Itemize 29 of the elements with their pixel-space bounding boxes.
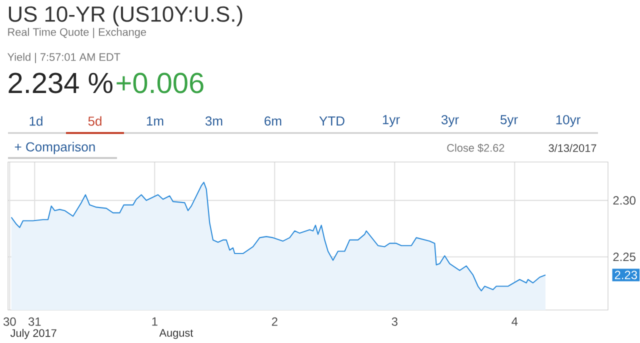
text: 1d xyxy=(30,116,42,126)
text: 6m xyxy=(264,116,282,126)
text: 5yr xyxy=(500,115,518,127)
text: August xyxy=(159,329,194,339)
chart-title: US 10-YR (US10Y:U.S.) xyxy=(8,6,242,26)
text: +0.006 xyxy=(116,72,204,94)
x-tick-label: 31 xyxy=(28,317,41,326)
chart-subtitle: Real Time Quote | Exchange xyxy=(8,28,146,38)
x-tick-label: 3 xyxy=(392,317,398,326)
y-tick-label: 2.25 xyxy=(613,252,636,262)
text: 2.234 % xyxy=(8,72,112,94)
text: 2.23 xyxy=(614,270,638,280)
text: Yield | 7:57:01 AM EDT xyxy=(7,52,120,64)
x-tick-label: 4 xyxy=(512,317,518,326)
y-tick-label: 2.30 xyxy=(613,196,636,205)
text: 1yr xyxy=(382,115,400,127)
text: 3/13/2017 xyxy=(548,144,596,152)
text: 10yr xyxy=(556,115,580,127)
text: 5d xyxy=(88,116,102,126)
x-tick-label: 2 xyxy=(272,317,278,326)
text: 3m xyxy=(205,116,222,126)
text: YTD xyxy=(319,116,344,126)
text: + Comparison xyxy=(14,142,95,154)
text: July 2017 xyxy=(10,328,56,340)
text: 3yr xyxy=(441,115,459,127)
text: Close $2.62 xyxy=(447,144,504,152)
x-tick-label: 30 xyxy=(3,317,16,326)
x-tick-label: 1 xyxy=(152,317,158,326)
text: 1m xyxy=(146,116,164,126)
